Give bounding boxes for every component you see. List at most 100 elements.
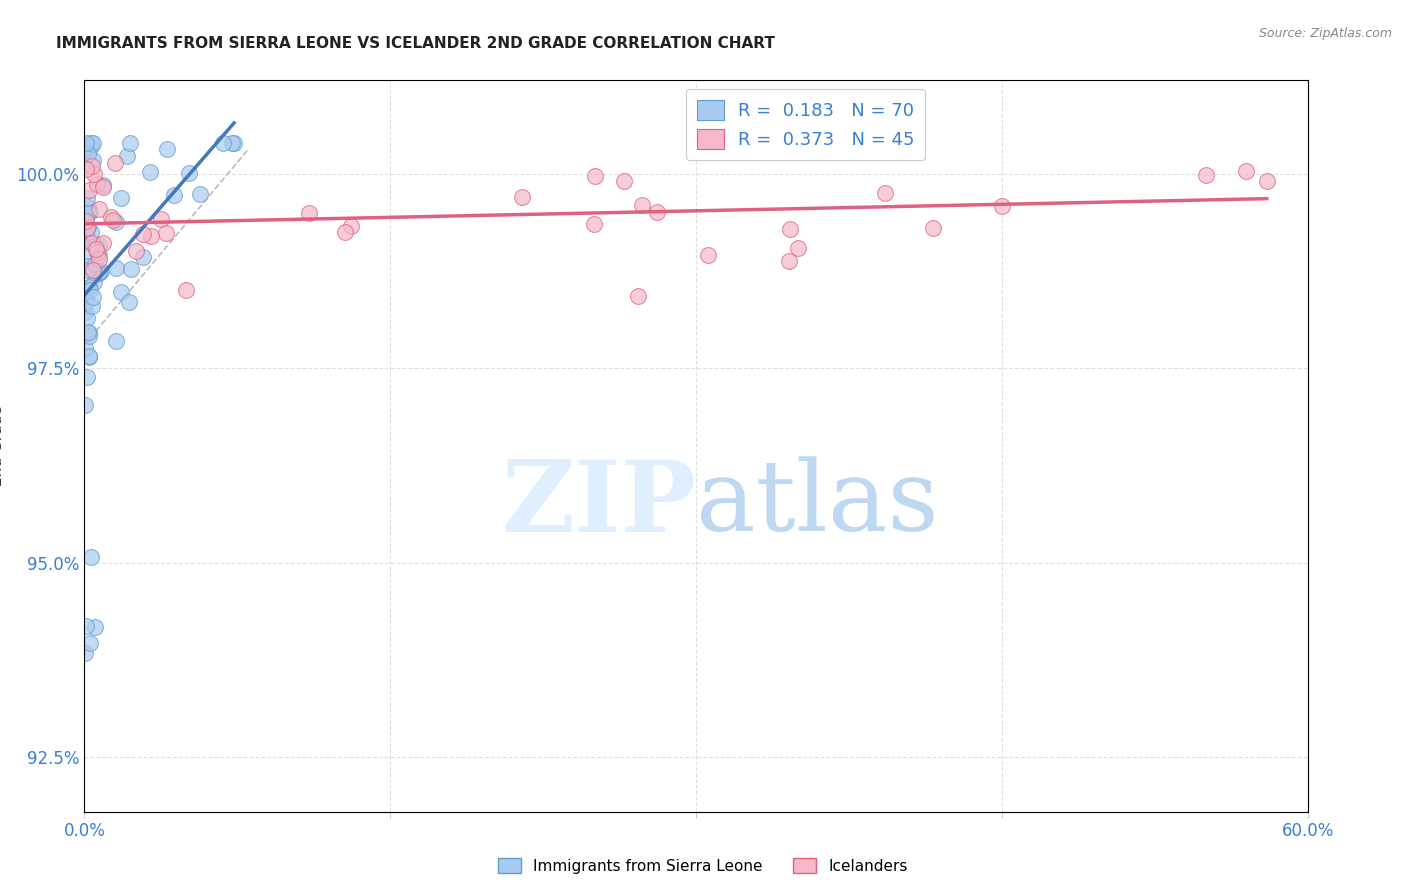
Point — [84, 619, 107, 633]
Point — [84, 257, 107, 271]
Point — [77, 205, 100, 219]
Point — [76, 191, 98, 205]
Point — [77, 328, 100, 343]
Point — [91, 178, 114, 192]
Point — [77, 350, 100, 364]
Point — [77, 183, 100, 197]
Point — [873, 186, 896, 200]
Point — [82, 263, 104, 277]
Text: IMMIGRANTS FROM SIERRA LEONE VS ICELANDER 2ND GRADE CORRELATION CHART: IMMIGRANTS FROM SIERRA LEONE VS ICELANDE… — [56, 36, 775, 51]
Point — [115, 148, 138, 162]
Point — [77, 325, 100, 339]
Legend: Immigrants from Sierra Leone, Icelanders: Immigrants from Sierra Leone, Icelanders — [492, 852, 914, 880]
Point — [91, 235, 114, 250]
Point — [779, 222, 801, 236]
Y-axis label: 2nd Grade: 2nd Grade — [0, 406, 6, 486]
Point — [141, 228, 163, 243]
Point — [75, 305, 97, 319]
Point — [82, 153, 104, 168]
Point — [76, 221, 98, 235]
Text: Source: ZipAtlas.com: Source: ZipAtlas.com — [1258, 27, 1392, 40]
Point — [89, 248, 111, 262]
Point — [77, 263, 100, 277]
Point — [75, 142, 97, 156]
Point — [627, 288, 650, 302]
Point — [76, 146, 98, 161]
Point — [630, 198, 652, 212]
Point — [583, 169, 606, 183]
Point — [139, 165, 162, 179]
Point — [79, 205, 101, 219]
Point — [75, 233, 97, 247]
Point — [87, 265, 110, 279]
Point — [76, 370, 98, 384]
Point — [104, 334, 127, 349]
Point — [83, 275, 105, 289]
Point — [118, 136, 141, 150]
Point — [339, 219, 361, 233]
Point — [333, 225, 356, 239]
Point — [1256, 174, 1278, 188]
Point — [77, 204, 100, 219]
Point — [93, 180, 115, 194]
Point — [1234, 164, 1257, 178]
Point — [583, 217, 606, 231]
Point — [73, 342, 96, 356]
Point — [82, 290, 104, 304]
Text: atlas: atlas — [696, 457, 939, 552]
Point — [896, 136, 918, 150]
Point — [645, 204, 668, 219]
Point — [125, 244, 148, 258]
Point — [80, 225, 103, 239]
Point — [156, 142, 179, 156]
Point — [1195, 169, 1218, 183]
Point — [79, 283, 101, 297]
Point — [75, 136, 97, 150]
Point — [90, 264, 112, 278]
Point — [76, 310, 98, 325]
Point — [163, 188, 186, 202]
Point — [76, 229, 98, 244]
Point — [150, 211, 173, 226]
Point — [155, 227, 177, 241]
Point — [87, 267, 110, 281]
Point — [80, 138, 103, 153]
Point — [86, 177, 108, 191]
Point — [77, 200, 100, 214]
Point — [89, 202, 111, 216]
Point — [105, 260, 128, 275]
Point — [77, 219, 100, 234]
Point — [696, 248, 718, 262]
Point — [131, 227, 153, 241]
Point — [75, 282, 97, 296]
Point — [86, 245, 108, 260]
Point — [188, 186, 211, 201]
Point — [77, 280, 100, 294]
Point — [82, 299, 104, 313]
Point — [73, 398, 96, 412]
Point — [298, 206, 321, 220]
Point — [221, 136, 243, 150]
Point — [613, 174, 636, 188]
Point — [80, 136, 103, 151]
Text: ZIP: ZIP — [501, 456, 696, 553]
Point — [104, 156, 127, 170]
Point — [75, 214, 97, 228]
Point — [77, 326, 100, 340]
Point — [100, 210, 122, 224]
Point — [75, 295, 97, 310]
Point — [89, 252, 111, 266]
Point — [83, 167, 105, 181]
Point — [76, 259, 98, 273]
Point — [510, 189, 533, 203]
Point — [118, 294, 141, 309]
Point — [110, 285, 132, 299]
Point — [787, 241, 810, 255]
Point — [921, 221, 943, 235]
Point — [75, 216, 97, 230]
Point — [75, 619, 97, 633]
Point — [83, 238, 105, 252]
Point — [79, 636, 101, 650]
Point — [105, 215, 128, 229]
Point — [82, 136, 104, 150]
